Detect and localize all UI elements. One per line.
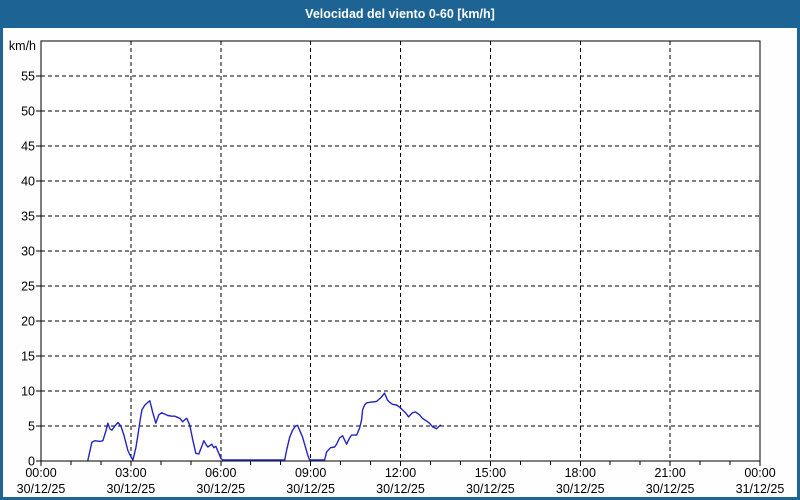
- y-tick-label: 55: [21, 70, 35, 84]
- y-tick-label: 0: [28, 455, 35, 469]
- x-tick-date-label: 30/12/25: [286, 482, 335, 496]
- y-tick-label: 10: [21, 385, 35, 399]
- y-tick-label: 45: [21, 140, 35, 154]
- y-tick-label: 15: [21, 350, 35, 364]
- x-tick-time-label: 12:00: [385, 466, 416, 480]
- x-tick-date-label: 30/12/25: [376, 482, 425, 496]
- x-tick-time-label: 15:00: [475, 466, 506, 480]
- x-tick-date-label: 30/12/25: [556, 482, 605, 496]
- x-tick-time-label: 09:00: [295, 466, 326, 480]
- y-tick-label: 35: [21, 210, 35, 224]
- title-bar: Velocidad del viento 0-60 [km/h]: [0, 0, 800, 28]
- y-tick-label: 5: [28, 420, 35, 434]
- x-tick-date-label: 30/12/25: [646, 482, 695, 496]
- chart-title: Velocidad del viento 0-60 [km/h]: [305, 7, 495, 21]
- x-tick-time-label: 00:00: [744, 466, 775, 480]
- x-tick-date-label: 30/12/25: [17, 482, 66, 496]
- x-tick-time-label: 03:00: [115, 466, 146, 480]
- x-tick-time-label: 21:00: [654, 466, 685, 480]
- unit-label: km/h: [9, 39, 36, 53]
- y-tick-label: 50: [21, 105, 35, 119]
- y-tick-label: 20: [21, 315, 35, 329]
- y-tick-label: 30: [21, 245, 35, 259]
- x-tick-date-label: 30/12/25: [466, 482, 515, 496]
- wind-speed-line: [87, 392, 442, 461]
- x-tick-date-label: 30/12/25: [196, 482, 245, 496]
- x-tick-date-label: 31/12/25: [736, 482, 785, 496]
- x-tick-time-label: 18:00: [565, 466, 596, 480]
- x-tick-time-label: 06:00: [205, 466, 236, 480]
- y-tick-label: 25: [21, 280, 35, 294]
- x-tick-time-label: 00:00: [25, 466, 56, 480]
- y-tick-label: 40: [21, 175, 35, 189]
- x-tick-date-label: 30/12/25: [107, 482, 156, 496]
